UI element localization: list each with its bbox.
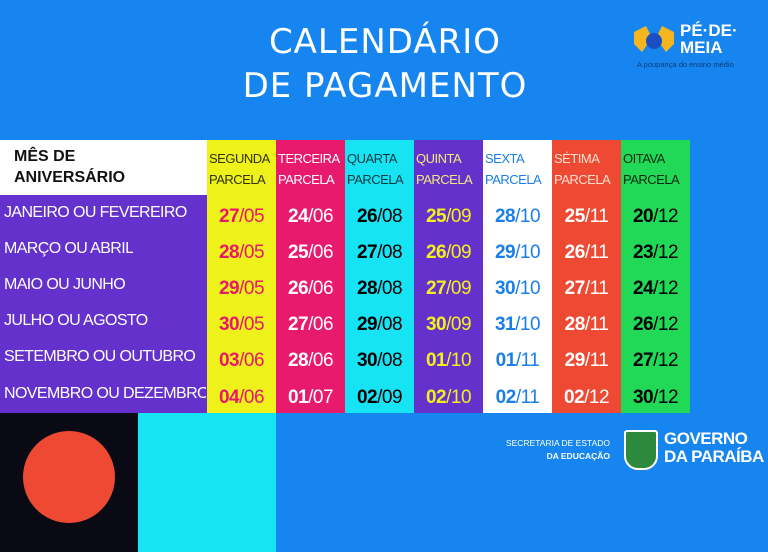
decor-cyan-block <box>138 413 276 552</box>
payment-date: 29/08 <box>356 314 403 335</box>
payment-date: 04/06 <box>218 387 265 408</box>
installment-column: SEGUNDA PARCELA 27/05 28/05 29/05 30/05 03/06 0… <box>207 140 276 413</box>
column-header: SEGUNDA PARCELA <box>209 151 270 187</box>
header-label-line-2: ANIVERSÁRIO <box>14 169 126 186</box>
row-label: JULHO OU AGOSTO <box>4 312 148 329</box>
row-label: SETEMBRO OU OUTUBRO <box>4 348 196 365</box>
payment-date: 01/11 <box>495 350 540 371</box>
paraiba-crest-icon <box>624 430 658 470</box>
payment-date: 30/05 <box>218 314 265 335</box>
installment-column: SEXTA PARCELA 28/10 29/10 30/10 31/10 01/11 02/… <box>483 140 552 413</box>
payment-date: 25/06 <box>287 242 334 263</box>
payment-date: 24/06 <box>287 206 334 227</box>
payment-date: 27/11 <box>564 278 609 299</box>
row-label: MAIO OU JUNHO <box>4 276 126 293</box>
payment-date: 25/09 <box>425 206 472 227</box>
payment-date: 30/10 <box>494 278 541 299</box>
payment-date: 28/10 <box>494 206 541 227</box>
payment-date: 29/10 <box>494 242 541 263</box>
payment-date: 30/09 <box>425 314 472 335</box>
payment-date: 29/05 <box>218 278 265 299</box>
column-header: TERCEIRA PARCELA <box>278 151 340 187</box>
decor-red-circle <box>23 431 115 523</box>
payment-date: 29/11 <box>564 350 609 371</box>
payment-date: 27/09 <box>425 278 472 299</box>
column-header: QUINTA PARCELA <box>416 151 473 187</box>
column-header: SEXTA PARCELA <box>485 151 542 187</box>
pe-de-meia-logo: PÉ·DE· MEIA A poupança do ensino médio <box>630 22 750 72</box>
payment-date: 28/11 <box>564 314 609 335</box>
installment-column: QUARTA PARCELA 26/08 27/08 28/08 29/08 30/08 02… <box>345 140 414 413</box>
title-line-1: CALENDÁRIO <box>268 22 502 62</box>
column-header: SÉTIMA PARCELA <box>554 151 611 187</box>
payment-date: 26/09 <box>425 242 472 263</box>
payment-date: 30/12 <box>632 387 679 408</box>
payment-date: 02/12 <box>563 387 610 408</box>
payment-date: 28/08 <box>356 278 403 299</box>
payment-date: 02/10 <box>425 387 472 408</box>
row-label: NOVEMBRO OU DEZEMBRO <box>4 385 206 402</box>
payment-date: 27/05 <box>218 206 265 227</box>
installment-column: QUINTA PARCELA 25/09 26/09 27/09 30/09 01/10 02… <box>414 140 483 413</box>
column-header: OITAVA PARCELA <box>623 151 680 187</box>
payment-date: 26/06 <box>287 278 334 299</box>
payment-date: 01/10 <box>425 350 472 371</box>
payment-date: 26/12 <box>632 314 679 335</box>
logo-tagline: A poupança do ensino médio <box>637 60 734 69</box>
installment-column: SÉTIMA PARCELA 25/11 26/11 27/11 28/11 29/11 02… <box>552 140 621 413</box>
payment-date: 26/11 <box>564 242 609 263</box>
row-label: JANEIRO OU FEVEREIRO <box>4 204 187 221</box>
installment-column: TERCEIRA PARCELA 24/06 25/06 26/06 27/06 28/06… <box>276 140 345 413</box>
title-line-2: DE PAGAMENTO <box>242 66 528 106</box>
payment-date: 24/12 <box>632 278 679 299</box>
row-label: MARÇO OU ABRIL <box>4 240 134 257</box>
payment-date: 28/05 <box>218 242 265 263</box>
payment-date: 02/09 <box>356 387 403 408</box>
payment-date: 25/11 <box>564 206 609 227</box>
socks-icon <box>634 26 674 52</box>
logo-text: PÉ·DE· MEIA <box>680 21 738 57</box>
secretaria-label: SECRETARIA DE ESTADO DA EDUCAÇÃO <box>505 438 610 461</box>
installment-column: OITAVA PARCELA 20/12 23/12 24/12 26/12 27/12 30… <box>621 140 690 413</box>
payment-date: 27/12 <box>632 350 679 371</box>
header-label-line-1: MÊS DE <box>14 148 76 165</box>
payment-date: 20/12 <box>632 206 679 227</box>
payment-date: 31/10 <box>494 314 541 335</box>
payment-date: 27/08 <box>356 242 403 263</box>
column-header: QUARTA PARCELA <box>347 151 404 187</box>
payment-date: 03/06 <box>218 350 265 371</box>
payment-date: 27/06 <box>287 314 334 335</box>
payment-date: 28/06 <box>287 350 334 371</box>
governo-paraiba-logo: GOVERNO DA PARAÍBA <box>664 429 764 466</box>
payment-date: 02/11 <box>495 387 540 408</box>
payment-date: 01/07 <box>287 387 334 408</box>
birth-month-header: MÊS DE ANIVERSÁRIO <box>0 140 207 195</box>
payment-date: 26/08 <box>356 206 403 227</box>
payment-date: 23/12 <box>632 242 679 263</box>
payment-date: 30/08 <box>356 350 403 371</box>
birth-month-column: JANEIRO OU FEVEREIRO MARÇO OU ABRIL MAIO O… <box>0 195 207 413</box>
